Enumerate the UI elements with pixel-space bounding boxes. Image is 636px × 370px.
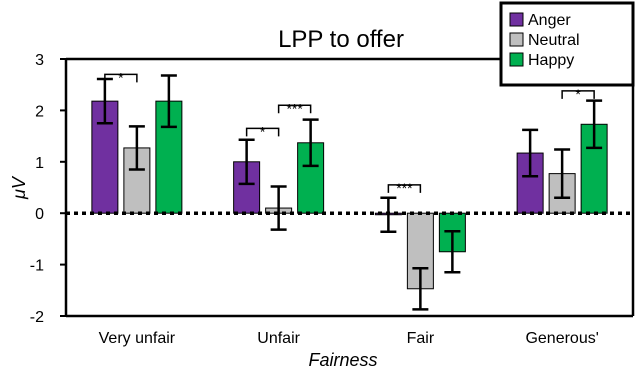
significance-bracket — [245, 127, 280, 137]
bar — [123, 147, 151, 214]
legend-label: Neutral — [528, 32, 580, 49]
significance-label: * — [575, 86, 581, 102]
y-tick-label: -2 — [30, 309, 44, 326]
legend-swatch — [509, 12, 524, 27]
x-tick-label: Unfair — [257, 330, 300, 347]
y-tick-label: 0 — [35, 206, 44, 223]
significance-label: * — [260, 123, 266, 139]
legend-label: Happy — [528, 52, 574, 69]
significance-label: *** — [396, 180, 413, 196]
y-tick-label: -1 — [30, 258, 44, 275]
x-tick-label: Very unfair — [99, 330, 176, 347]
y-tick-label: 2 — [35, 103, 44, 120]
x-axis-label: Fairness — [308, 350, 377, 370]
legend-swatch — [509, 32, 524, 47]
significance-bracket — [387, 184, 422, 193]
chart-title: LPP to offer — [278, 26, 404, 53]
legend-swatch — [509, 52, 524, 67]
legend: Anger Neutral Happy — [499, 1, 635, 87]
x-tick-label: Fair — [407, 330, 435, 347]
y-tick-label: 1 — [35, 155, 44, 172]
y-tick-label: 3 — [35, 52, 44, 69]
y-axis-label: μV — [9, 175, 29, 200]
significance-label: *** — [286, 100, 303, 116]
significance-bracket — [561, 90, 595, 99]
significance-label: * — [118, 69, 124, 85]
x-tick-label: Generous' — [525, 330, 598, 347]
significance-bracket — [104, 73, 138, 83]
legend-label: Anger — [528, 12, 571, 29]
significance-bracket — [277, 104, 312, 114]
